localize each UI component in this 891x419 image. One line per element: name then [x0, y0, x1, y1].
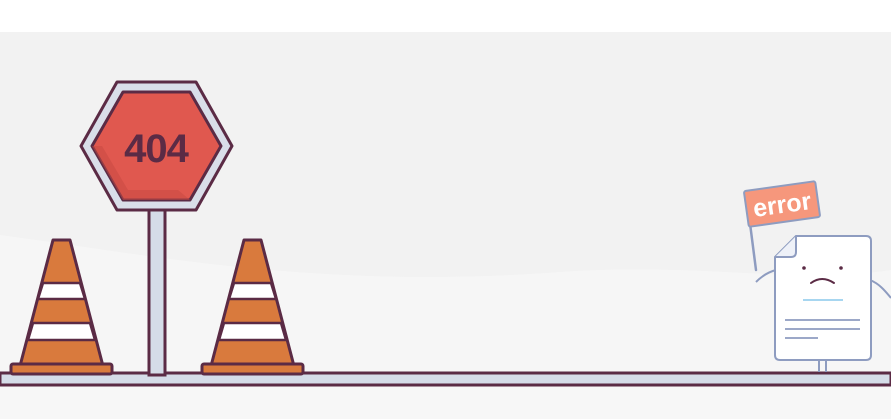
stop-sign-icon: 404	[79, 80, 234, 212]
sad-document-icon: error	[743, 180, 891, 372]
sign-label: 404	[124, 127, 189, 171]
error-flag	[743, 180, 821, 228]
traffic-cone-icon-right	[200, 238, 305, 376]
ground-area	[0, 385, 891, 419]
traffic-cone-icon-left	[9, 238, 114, 376]
hill-shape	[0, 235, 891, 385]
sign-pole	[147, 203, 167, 377]
ground-line	[0, 371, 891, 387]
